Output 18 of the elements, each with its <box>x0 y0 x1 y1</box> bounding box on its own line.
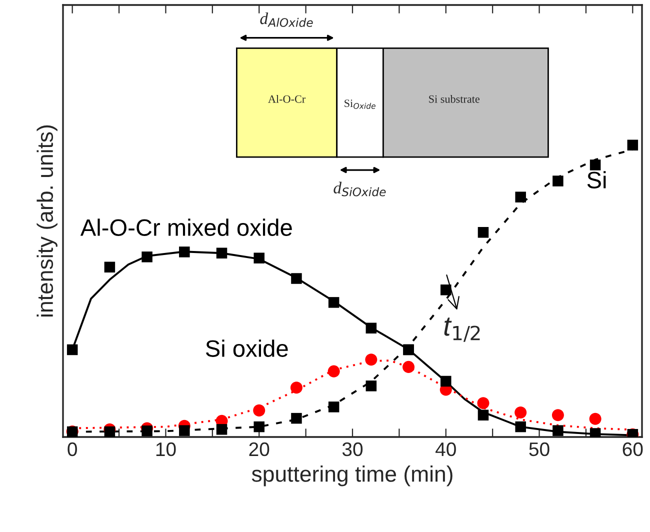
text: d$_{AlOxide}$ <box>260 12 313 27</box>
annotation: t$_{1/2}$ <box>444 318 480 342</box>
y-axis-title: intensity (arb. units) <box>36 125 58 316</box>
x-axis-title: sputtering time (min) <box>252 466 452 486</box>
annotation: d$_{SiOxide}$ <box>334 182 386 196</box>
series-label: Al-O-Cr mixed oxide <box>80 218 292 236</box>
series-label: Si <box>587 171 606 188</box>
x-tick-label: 30 <box>342 442 363 456</box>
x-tick-label: 0 <box>68 442 77 456</box>
x-tick-label: 50 <box>529 442 550 456</box>
x-tick-label: 60 <box>622 442 643 456</box>
x-tick-label: 10 <box>156 442 176 456</box>
text: Si$_{Oxide}$ <box>344 100 376 109</box>
text: Si substrate <box>429 95 480 103</box>
x-tick-label: 20 <box>249 442 270 456</box>
series-label: Si oxide <box>206 340 288 357</box>
x-tick-label: 40 <box>436 442 456 456</box>
text: Al-O-Cr <box>268 95 306 103</box>
